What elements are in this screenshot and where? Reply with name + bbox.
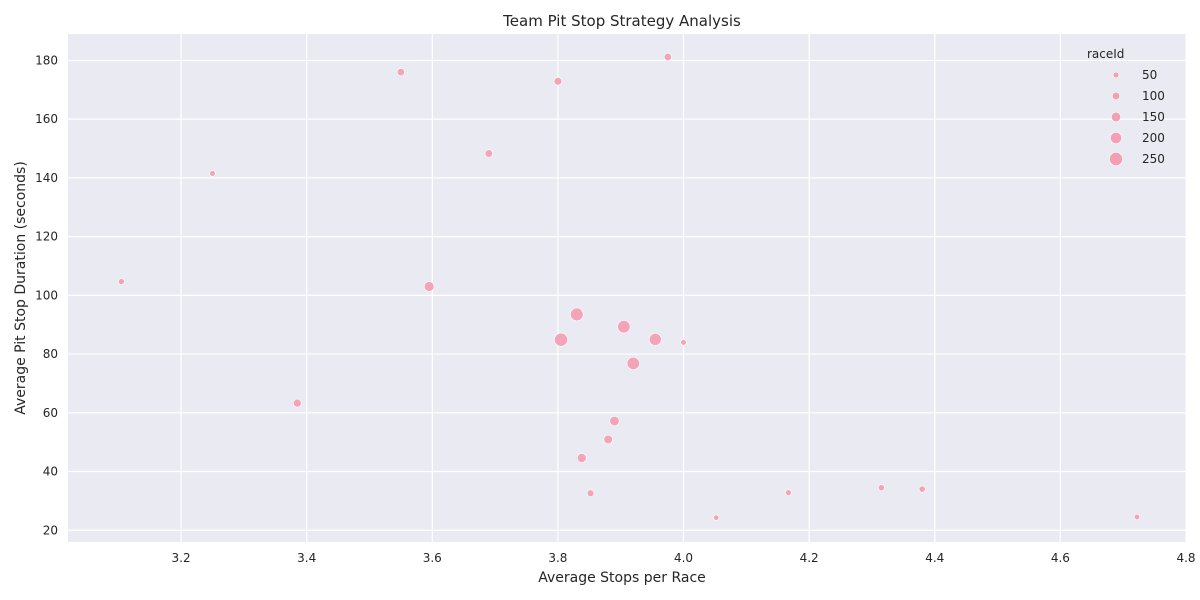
y-tick-label: 120 <box>35 230 58 244</box>
y-tick-label: 60 <box>43 406 58 420</box>
data-point <box>680 339 687 346</box>
x-gridlines <box>180 34 1187 542</box>
legend-entries: 50 100 150 200 250 <box>1109 68 1165 166</box>
data-point <box>1133 513 1141 521</box>
y-tick-label: 180 <box>35 53 58 67</box>
x-tick-label: 3.2 <box>172 551 191 565</box>
x-tick-label: 4.8 <box>1176 551 1195 565</box>
data-point <box>663 52 672 61</box>
data-points <box>118 52 1141 521</box>
data-point <box>713 514 720 521</box>
data-point <box>292 398 302 408</box>
data-point <box>603 434 613 445</box>
data-point <box>609 415 620 427</box>
data-point <box>877 484 885 492</box>
x-tick-label: 3.4 <box>297 551 316 565</box>
legend-marker <box>1110 132 1122 144</box>
legend-label: 50 <box>1142 68 1157 82</box>
legend-marker <box>1112 71 1120 79</box>
x-tick-label: 3.6 <box>423 551 442 565</box>
data-point <box>586 489 595 497</box>
x-tick-labels: 3.2 3.4 3.6 3.8 4.0 4.2 4.4 4.6 4.8 <box>172 551 1196 565</box>
legend-marker <box>1109 152 1123 166</box>
data-point <box>570 307 584 322</box>
y-gridlines <box>68 59 1186 531</box>
data-point <box>423 281 435 292</box>
legend-title: raceId <box>1087 47 1124 61</box>
y-tick-label: 40 <box>43 465 58 479</box>
data-point <box>553 77 563 86</box>
y-tick-label: 140 <box>35 171 58 185</box>
y-tick-label: 100 <box>35 288 58 302</box>
data-point <box>118 278 125 285</box>
x-tick-label: 4.2 <box>800 551 819 565</box>
data-point <box>918 485 926 493</box>
x-tick-label: 4.6 <box>1051 551 1070 565</box>
data-point <box>484 149 493 158</box>
plot-area <box>68 34 1186 542</box>
x-tick-label: 3.8 <box>548 551 567 565</box>
x-axis-label: Average Stops per Race <box>538 570 706 586</box>
y-tick-label: 160 <box>35 112 58 126</box>
y-tick-labels: 20 40 60 80 100 120 140 160 180 <box>35 53 58 537</box>
legend-label: 150 <box>1142 110 1165 124</box>
legend-label: 200 <box>1142 131 1165 145</box>
data-point <box>648 333 662 346</box>
data-point <box>626 356 640 371</box>
data-point <box>554 332 568 347</box>
data-point <box>396 68 405 77</box>
y-tick-label: 80 <box>43 347 58 361</box>
y-axis-label: Average Pit Stop Duration (seconds) <box>13 161 29 415</box>
x-tick-label: 4.0 <box>674 551 693 565</box>
chart-title: Team Pit Stop Strategy Analysis <box>502 12 741 30</box>
legend: raceId 50 100 150 200 250 <box>1087 47 1165 166</box>
legend-marker <box>1110 111 1122 123</box>
data-point <box>209 170 216 177</box>
y-tick-label: 20 <box>43 523 58 537</box>
legend-marker <box>1111 91 1121 101</box>
data-point <box>785 489 792 496</box>
x-tick-label: 4.4 <box>925 551 944 565</box>
legend-label: 100 <box>1142 89 1165 103</box>
data-point <box>576 453 587 463</box>
data-point <box>617 320 631 334</box>
legend-label: 250 <box>1142 152 1165 166</box>
